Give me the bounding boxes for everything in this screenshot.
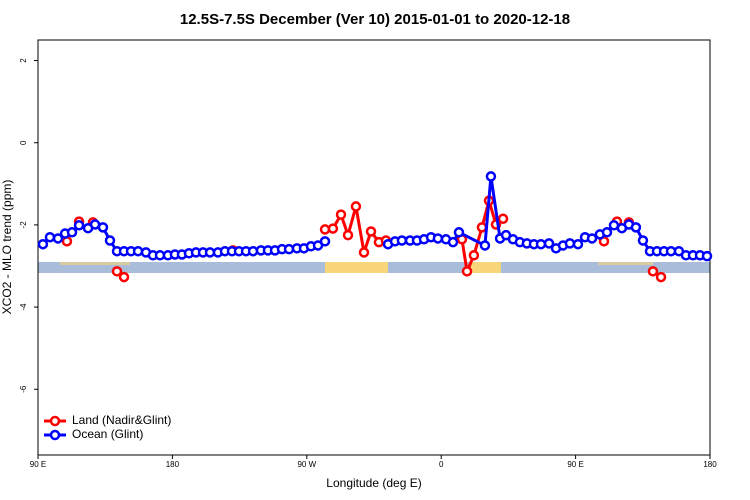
data-point [104,235,116,246]
data-point [66,227,78,238]
data-point [630,222,642,233]
data-point [586,233,598,244]
x-axis-label: Longitude (deg E) [326,476,421,490]
data-point [476,222,488,233]
data-point [365,226,377,237]
data-point [118,271,130,283]
data-point [701,250,713,262]
data-point [342,229,354,241]
y-axis-label: XCO2 - MLO trend (ppm) [0,180,14,315]
data-point [461,266,473,277]
data-point [396,235,408,246]
data-point [468,250,480,261]
data-point [543,238,555,249]
data-point [335,209,347,220]
data-point [564,238,576,249]
data-point [572,238,584,250]
data-point [655,271,667,283]
legend-marker [49,415,61,427]
x-tick-label: 180 [703,460,717,469]
y-tick-label: -6 [19,385,28,393]
data-point [97,222,109,233]
y-tick-label: -2 [19,221,28,229]
data-point [132,245,144,257]
data-point [52,233,64,244]
x-tick-label: 90 W [297,460,316,469]
data-point [447,236,459,248]
data-point [601,227,613,238]
data-point [453,227,465,238]
y-tick-label: 0 [19,140,28,145]
legend-marker [49,429,61,441]
data-point [637,235,649,246]
data-point [432,233,444,244]
data-point [111,266,123,277]
legend-label: Ocean (Glint) [72,427,143,441]
legend-label: Land (Nadir&Glint) [72,413,171,427]
data-point [485,171,497,182]
data-point [319,236,331,247]
data-point [647,266,659,277]
x-tick-label: 90 E [30,460,46,469]
data-point [535,238,547,250]
x-tick-label: 0 [439,460,444,469]
data-point [358,247,370,258]
data-point [497,213,509,224]
x-tick-label: 180 [166,460,180,469]
y-tick-label: 2 [19,58,28,63]
data-point [44,231,56,243]
plot-frame [37,39,711,456]
data-point [479,240,491,251]
data-point [327,223,339,234]
land-mask [38,262,710,273]
chart-title: 12.5S-7.5S December (Ver 10) 2015-01-01 … [180,11,570,28]
data-point [350,201,362,212]
x-tick-label: 90 E [567,460,583,469]
data-point [73,220,85,231]
data-point [37,238,49,250]
y-tick-label: -4 [19,303,28,311]
